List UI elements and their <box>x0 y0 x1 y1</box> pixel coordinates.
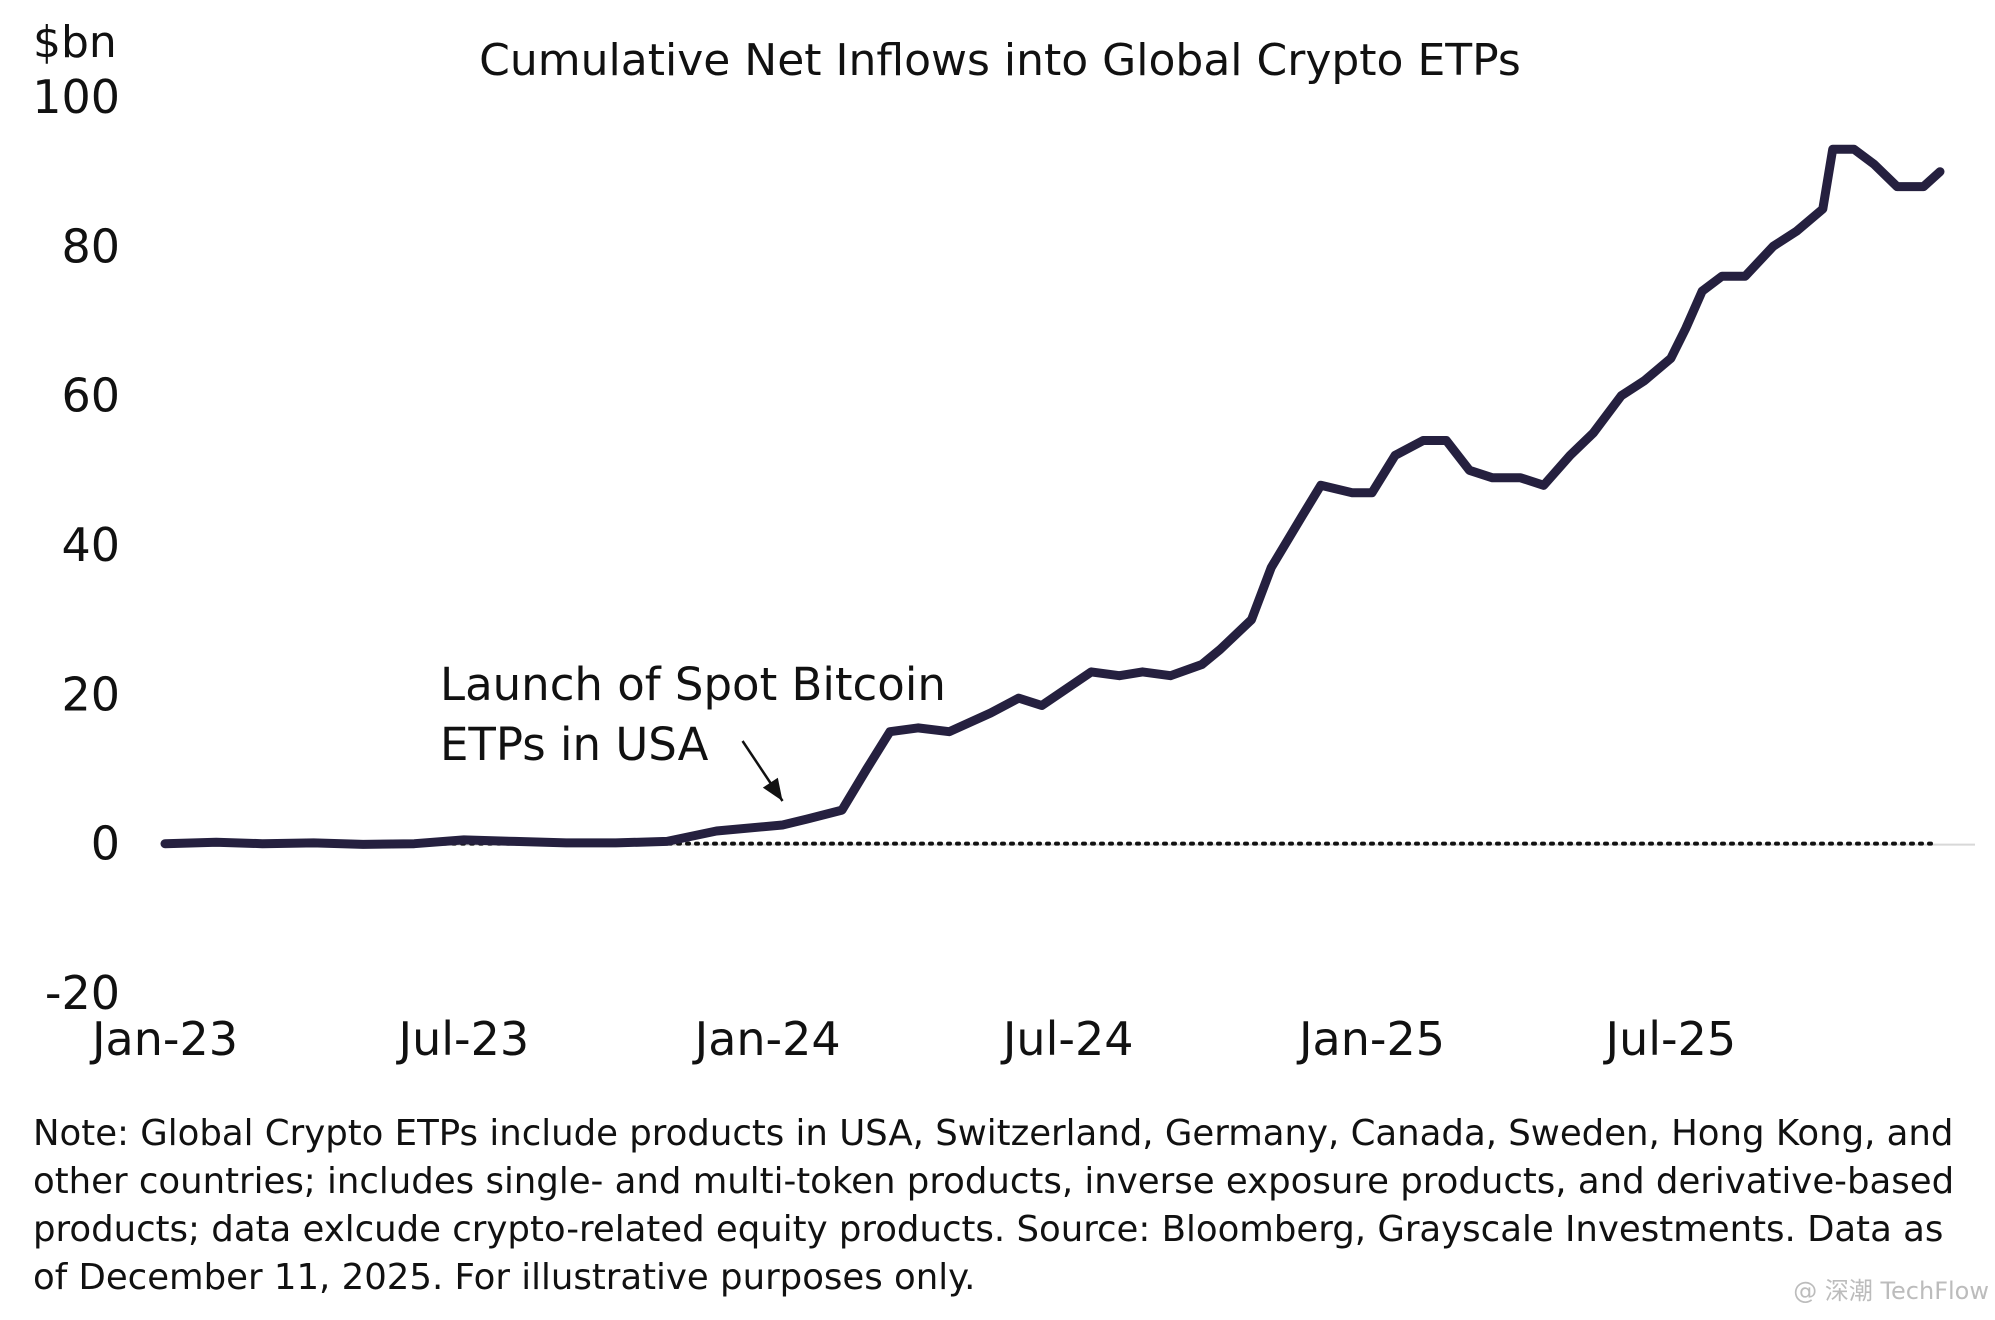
annotation-line-2: ETPs in USA <box>440 718 709 771</box>
cumulative-inflows-line <box>160 144 1945 849</box>
footnote: Note: Global Crypto ETPs include product… <box>33 1113 1955 1298</box>
x-tick-label: Jul-24 <box>1000 1012 1134 1066</box>
y-axis-ticks: 100 80 60 40 20 0 -20 <box>32 70 120 1020</box>
chart-title: Cumulative Net Inflows into Global Crypt… <box>479 35 1521 86</box>
x-tick-label: Jan-24 <box>692 1012 841 1066</box>
annotation-launch-spot-bitcoin: Launch of Spot Bitcoin ETPs in USA <box>440 658 946 802</box>
x-tick-label: Jul-23 <box>396 1012 530 1066</box>
watermark: @ 深潮 TechFlow <box>1793 1277 1989 1305</box>
x-tick-label: Jul-25 <box>1603 1012 1737 1066</box>
y-tick-label: 20 <box>61 667 120 721</box>
y-tick-label: 0 <box>91 817 120 871</box>
x-tick-label: Jan-25 <box>1296 1012 1445 1066</box>
y-tick-label: 100 <box>32 70 120 124</box>
y-tick-label: 80 <box>61 219 120 273</box>
y-tick-label: -20 <box>45 966 120 1020</box>
annotation-arrowhead <box>762 777 783 801</box>
x-axis-ticks: Jan-23 Jul-23 Jan-24 Jul-24 Jan-25 Jul-25 <box>89 1012 1736 1066</box>
x-tick-label: Jan-23 <box>89 1012 238 1066</box>
y-tick-label: 60 <box>61 369 120 423</box>
y-tick-label: 40 <box>61 518 120 572</box>
line-chart: Cumulative Net Inflows into Global Crypt… <box>32 17 1975 1066</box>
annotation-line-1: Launch of Spot Bitcoin <box>440 658 946 711</box>
y-unit-label: $bn <box>33 17 117 68</box>
